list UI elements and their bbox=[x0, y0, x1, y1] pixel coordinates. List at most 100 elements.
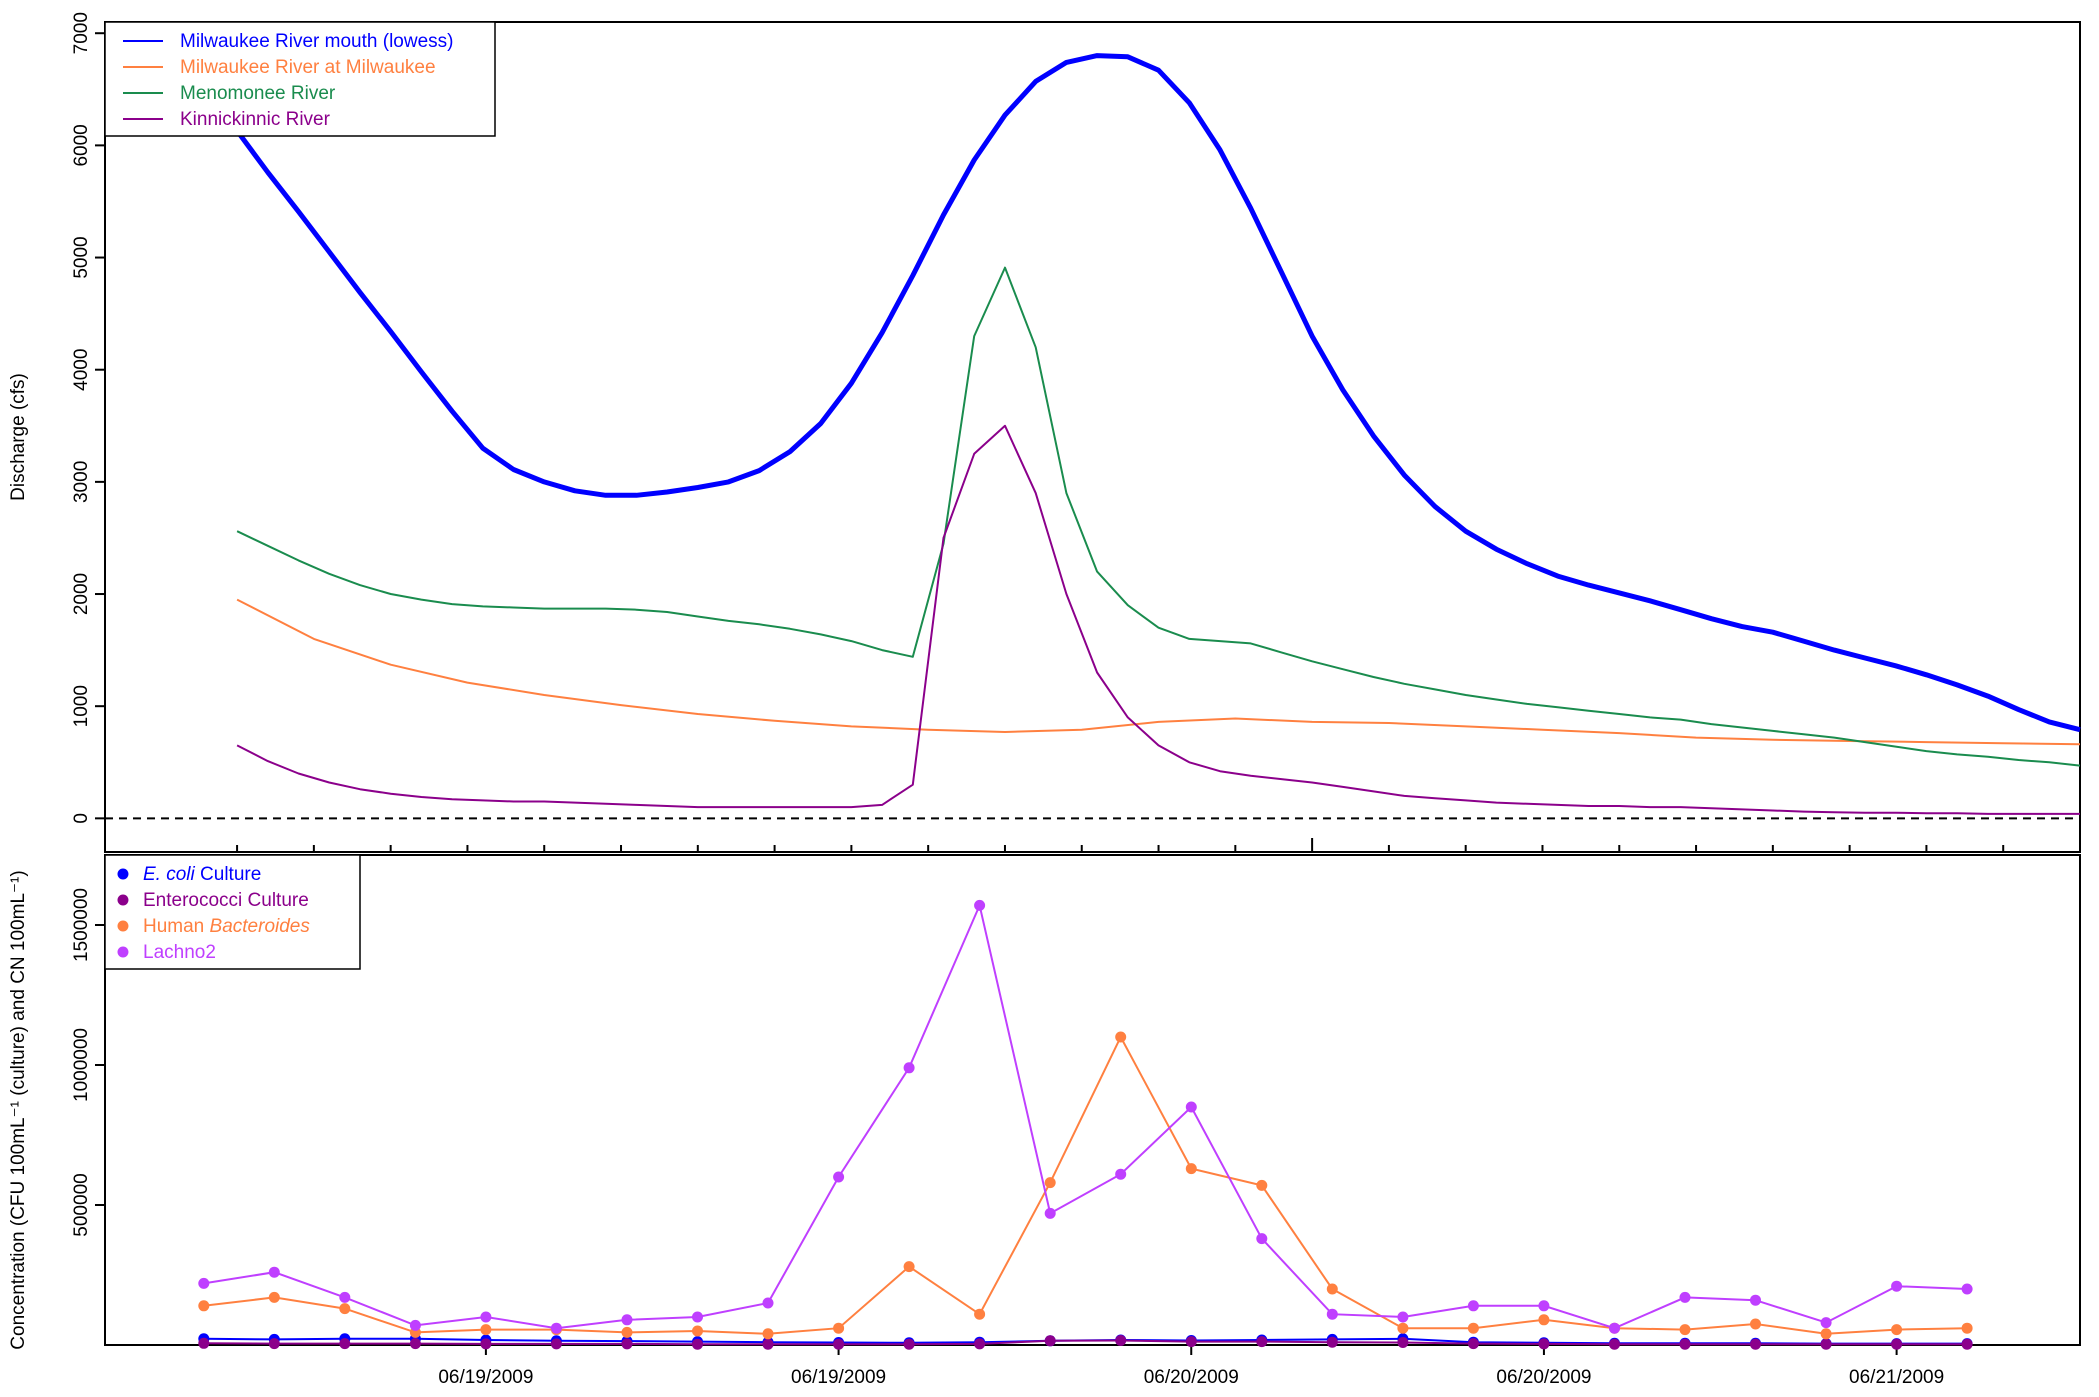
y-tick-label: 500000 bbox=[71, 1173, 92, 1236]
data-point-lachno2 bbox=[1538, 1300, 1550, 1312]
legend-entry-e-coli-culture: E. coli Culture bbox=[143, 864, 261, 885]
data-point-human-bacteroides bbox=[621, 1326, 633, 1338]
discharge-series-group bbox=[235, 53, 2081, 815]
data-point-lachno2 bbox=[1115, 1168, 1127, 1180]
discharge-panel: 0 1000 2000 3000 4000 5000 6000 7000 Discharge … bbox=[8, 12, 2081, 853]
data-point-enterococci-culture bbox=[1750, 1338, 1761, 1350]
data-point-lachno2 bbox=[198, 1277, 210, 1289]
series-line-milwaukee-river-mouth-lowess bbox=[235, 53, 2081, 733]
y-tick-label: 1000000 bbox=[71, 1028, 92, 1102]
series-line-menomonee-river bbox=[236, 266, 2081, 767]
y-tick-label: 3000 bbox=[71, 461, 92, 503]
data-point-enterococci-culture bbox=[268, 1338, 280, 1350]
data-point-enterococci-culture bbox=[1538, 1338, 1550, 1350]
data-point-lachno2 bbox=[1044, 1207, 1056, 1219]
data-point-enterococci-culture bbox=[903, 1338, 915, 1350]
data-point-enterococci-culture bbox=[480, 1338, 492, 1350]
y-tick-label: 4000 bbox=[71, 349, 92, 391]
data-point-human-bacteroides bbox=[480, 1324, 492, 1336]
data-point-human-bacteroides bbox=[833, 1322, 845, 1334]
data-point-enterococci-culture bbox=[409, 1338, 421, 1350]
data-point-human-bacteroides bbox=[1750, 1318, 1761, 1330]
legend-entry-plain-part: Human bbox=[143, 916, 210, 937]
data-point-lachno2 bbox=[833, 1171, 845, 1183]
data-point-enterococci-culture bbox=[1467, 1338, 1479, 1350]
data-point-lachno2 bbox=[692, 1311, 703, 1323]
data-point-human-bacteroides bbox=[692, 1325, 703, 1337]
data-point-human-bacteroides bbox=[1185, 1163, 1197, 1175]
discharge-legend: Milwaukee River mouth (lowess) Milwaukee … bbox=[104, 21, 496, 137]
legend-box bbox=[104, 854, 361, 970]
data-point-lachno2 bbox=[762, 1297, 774, 1309]
x-tick-label: 06/20/2009 bbox=[1496, 1367, 1591, 1388]
legend-swatch bbox=[117, 920, 129, 932]
legend-swatch bbox=[117, 894, 129, 906]
data-point-lachno2 bbox=[268, 1266, 280, 1278]
concentration-plot-frame bbox=[104, 854, 2081, 1346]
data-point-enterococci-culture bbox=[974, 1338, 986, 1350]
data-point-human-bacteroides bbox=[1044, 1177, 1056, 1189]
data-point-lachno2 bbox=[1609, 1322, 1620, 1334]
data-point-lachno2 bbox=[1256, 1233, 1268, 1245]
data-point-enterococci-culture bbox=[692, 1338, 703, 1350]
data-point-enterococci-culture bbox=[762, 1338, 774, 1350]
data-point-enterococci-culture bbox=[1609, 1338, 1620, 1350]
discharge-x-axis bbox=[236, 838, 2081, 852]
data-point-human-bacteroides bbox=[1891, 1324, 1903, 1336]
data-point-lachno2 bbox=[1750, 1294, 1761, 1306]
legend-swatch bbox=[117, 946, 129, 958]
data-point-enterococci-culture bbox=[1115, 1335, 1127, 1346]
data-point-human-bacteroides bbox=[1961, 1322, 1973, 1334]
data-point-enterococci-culture bbox=[1820, 1338, 1832, 1350]
legend-entry-human-bacteroides: Human Bacteroides bbox=[143, 916, 310, 937]
data-point-lachno2 bbox=[550, 1322, 562, 1334]
data-point-human-bacteroides bbox=[198, 1300, 210, 1312]
x-tick-label: 06/20/2009 bbox=[1144, 1367, 1239, 1388]
data-point-lachno2 bbox=[409, 1319, 421, 1331]
data-point-enterococci-culture bbox=[1044, 1335, 1056, 1347]
data-point-lachno2 bbox=[903, 1062, 915, 1074]
data-point-lachno2 bbox=[1820, 1317, 1832, 1329]
data-point-lachno2 bbox=[1185, 1101, 1197, 1113]
data-point-lachno2 bbox=[480, 1311, 492, 1323]
data-point-lachno2 bbox=[974, 899, 986, 911]
data-point-lachno2 bbox=[1891, 1280, 1903, 1292]
legend-entry-menomonee-river: Menomonee River bbox=[180, 83, 336, 104]
data-point-human-bacteroides bbox=[762, 1328, 774, 1340]
data-point-lachno2 bbox=[621, 1314, 633, 1326]
data-point-enterococci-culture bbox=[621, 1338, 633, 1350]
legend-entry-enterococci-culture: Enterococci Culture bbox=[143, 890, 309, 911]
legend-entry-milwaukee-river-at-milwaukee: Milwaukee River at Milwaukee bbox=[180, 57, 436, 78]
legend-entry-plain-part: Culture bbox=[195, 864, 262, 885]
x-tick-label: 06/21/2009 bbox=[1849, 1367, 1944, 1388]
y-tick-label: 6000 bbox=[71, 124, 92, 166]
y-tick-label: 5000 bbox=[71, 236, 92, 278]
series-line-kinnickinnic-river bbox=[236, 424, 2080, 815]
legend-entry-kinnickinnic-river: Kinnickinnic River bbox=[180, 109, 331, 130]
data-point-enterococci-culture bbox=[1961, 1338, 1973, 1350]
data-point-enterococci-culture bbox=[1397, 1337, 1409, 1348]
y-tick-label: 1500000 bbox=[71, 888, 92, 962]
discharge-y-axis-title: Discharge (cfs) bbox=[8, 373, 29, 501]
data-point-enterococci-culture bbox=[1256, 1336, 1268, 1348]
data-point-lachno2 bbox=[339, 1291, 351, 1303]
data-point-enterococci-culture bbox=[339, 1338, 351, 1350]
data-point-enterococci-culture bbox=[198, 1337, 210, 1349]
data-point-lachno2 bbox=[1467, 1300, 1479, 1312]
data-point-human-bacteroides bbox=[974, 1308, 986, 1320]
x-tick-label: 06/19/2009 bbox=[791, 1367, 886, 1388]
legend-entry-milwaukee-river-mouth-lowess: Milwaukee River mouth (lowess) bbox=[180, 31, 453, 52]
y-tick-label: 1000 bbox=[71, 685, 92, 727]
data-point-human-bacteroides bbox=[1820, 1328, 1832, 1340]
data-point-human-bacteroides bbox=[1679, 1324, 1691, 1336]
data-point-human-bacteroides bbox=[1115, 1031, 1127, 1043]
concentration-y-axis: 500000 1000000 1500000 bbox=[71, 888, 105, 1237]
data-point-human-bacteroides bbox=[339, 1303, 351, 1315]
y-tick-label: 7000 bbox=[71, 12, 92, 54]
concentration-y-axis-title: Concentration (CFU 100mL⁻¹ (culture) and… bbox=[8, 870, 29, 1349]
data-point-enterococci-culture bbox=[1891, 1338, 1903, 1350]
data-point-human-bacteroides bbox=[1467, 1322, 1479, 1334]
legend-entry-italic-part: E. coli bbox=[143, 864, 196, 885]
